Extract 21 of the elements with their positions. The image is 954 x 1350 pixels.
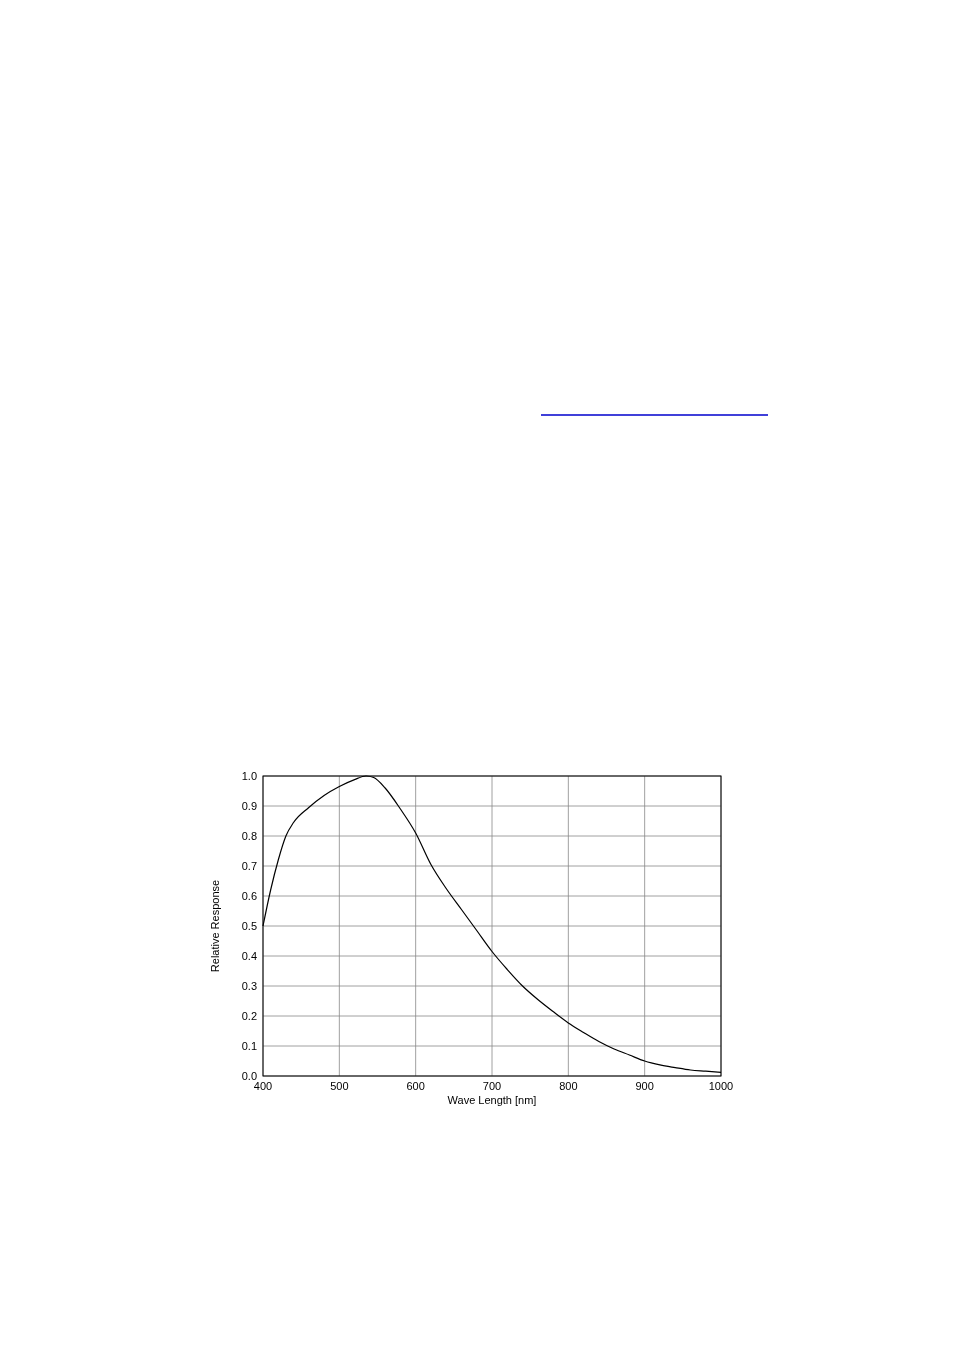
y-tick-label: 0.6 xyxy=(241,890,257,902)
x-tick-label: 1000 xyxy=(708,1080,734,1092)
y-axis-title: Relative Response xyxy=(209,879,221,973)
line-series xyxy=(262,775,722,1073)
x-tick-label: 700 xyxy=(482,1080,502,1092)
y-tick-label: 0.5 xyxy=(241,920,257,932)
x-tick-label: 800 xyxy=(559,1080,578,1092)
x-tick-label: 900 xyxy=(635,1080,654,1092)
x-axis-title: Wave Length [nm] xyxy=(447,1094,537,1106)
y-tick-label: 0.0 xyxy=(241,1070,257,1082)
y-tick-label: 0.7 xyxy=(241,860,257,872)
y-tick-label: 0.3 xyxy=(241,980,257,992)
y-tick-label: 0.2 xyxy=(241,1010,257,1022)
y-tick-label: 0.4 xyxy=(241,950,257,962)
x-tick-label: 600 xyxy=(406,1080,425,1092)
x-tick-label: 500 xyxy=(330,1080,349,1092)
y-tick-label: 0.8 xyxy=(241,830,257,842)
y-tick-label: 0.9 xyxy=(241,800,257,812)
x-tick-label: 400 xyxy=(253,1080,273,1092)
y-tick-label: 1.0 xyxy=(241,770,257,782)
y-tick-label: 0.1 xyxy=(241,1040,257,1052)
